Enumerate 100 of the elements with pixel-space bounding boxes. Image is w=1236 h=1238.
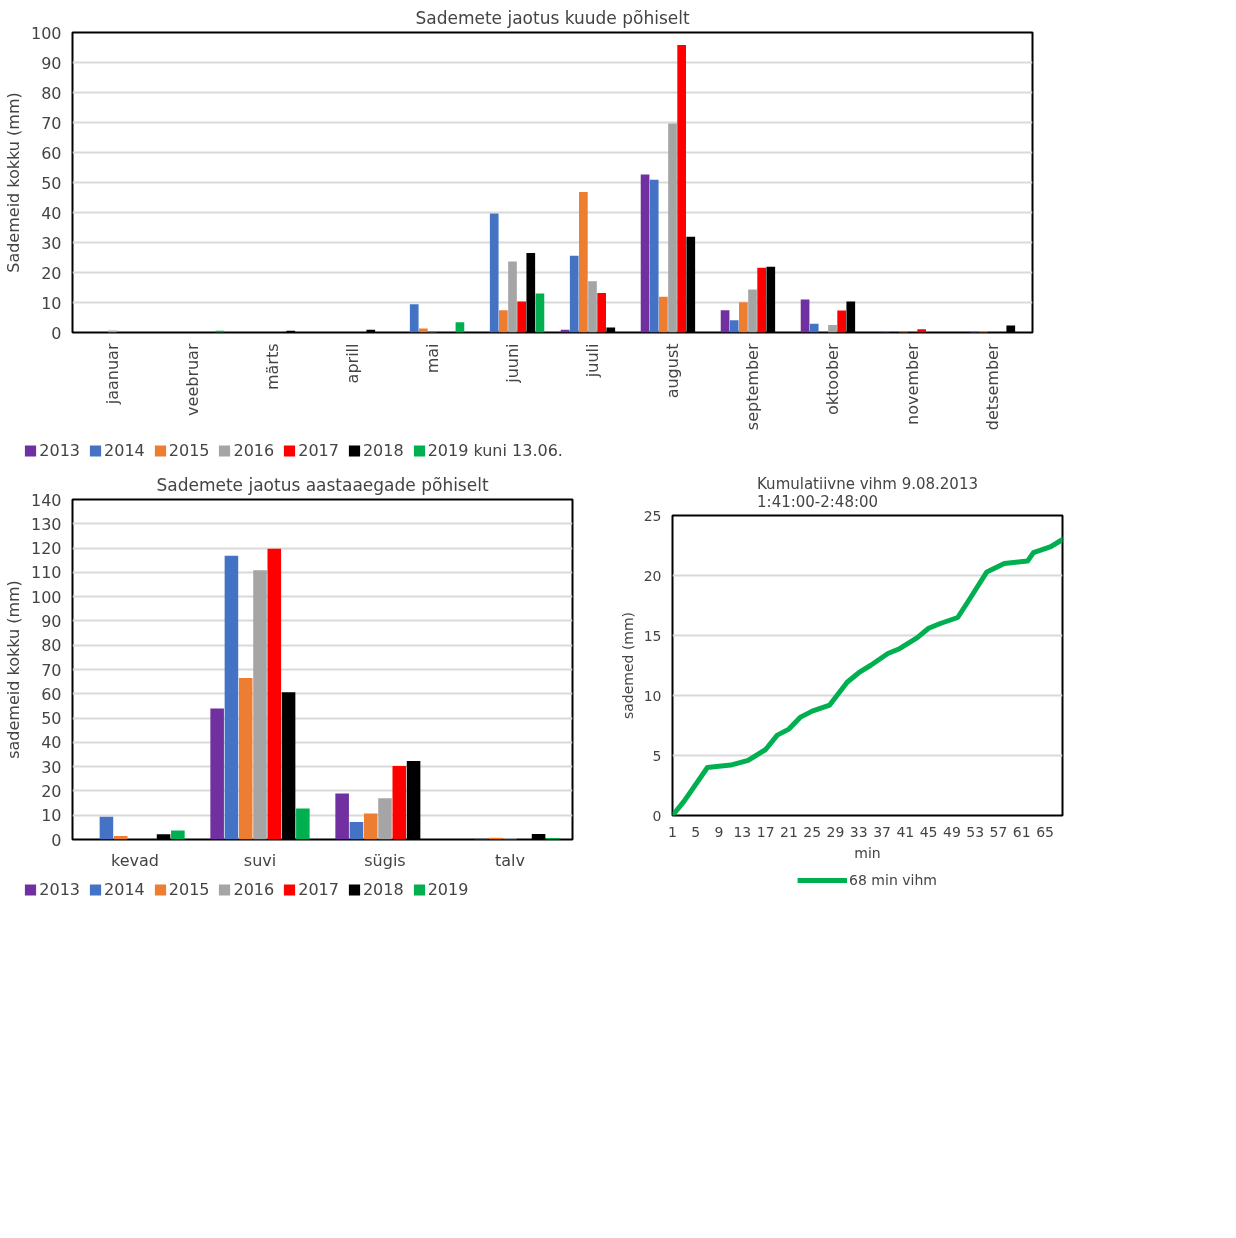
x-tick-label: sügis bbox=[364, 850, 406, 870]
x-tick-label: november bbox=[903, 343, 922, 425]
bar bbox=[113, 836, 128, 840]
y-tick-label: 110 bbox=[30, 563, 62, 583]
x-axis-title: min bbox=[854, 844, 881, 861]
legend-label: 2019 bbox=[427, 879, 469, 899]
legend-label: 2017 bbox=[298, 440, 339, 460]
y-tick-label: 100 bbox=[30, 23, 62, 43]
y-tick-label: 25 bbox=[643, 507, 662, 524]
bar bbox=[210, 708, 224, 840]
bar bbox=[409, 304, 419, 333]
x-tick-label: 45 bbox=[919, 823, 938, 840]
y-tick-label: 100 bbox=[30, 587, 62, 607]
y-tick-label: 80 bbox=[41, 636, 62, 656]
bar bbox=[677, 45, 686, 333]
bar bbox=[349, 822, 364, 840]
x-tick-label: juuli bbox=[583, 343, 602, 379]
y-tick-label: 10 bbox=[41, 806, 62, 826]
x-tick-label: september bbox=[743, 343, 762, 431]
bar bbox=[238, 678, 253, 840]
x-tick-label: suvi bbox=[243, 850, 277, 870]
bar bbox=[171, 830, 185, 840]
bar bbox=[649, 179, 659, 333]
x-tick-label: august bbox=[663, 343, 682, 399]
x-tick-label: kevad bbox=[111, 850, 159, 870]
bar bbox=[668, 123, 677, 333]
y-tick-label: 90 bbox=[41, 53, 62, 73]
x-tick-label: 29 bbox=[826, 823, 845, 840]
x-tick-label: detsember bbox=[983, 343, 1002, 431]
bar bbox=[809, 323, 819, 333]
x-tick-label: 57 bbox=[989, 823, 1008, 840]
bar bbox=[837, 310, 846, 333]
y-tick-label: 70 bbox=[41, 660, 62, 680]
legend-label: 2014 bbox=[104, 440, 145, 460]
y-tick-label: 70 bbox=[41, 113, 62, 133]
legend-label: 2015 bbox=[168, 440, 210, 460]
x-tick-label: 1 bbox=[668, 823, 677, 840]
x-tick-label: 53 bbox=[966, 823, 985, 840]
x-tick-label: 49 bbox=[943, 823, 961, 840]
y-tick-label: 60 bbox=[41, 143, 62, 163]
legend-label: 2013 bbox=[39, 879, 81, 899]
bar bbox=[499, 310, 508, 333]
y-tick-label: 90 bbox=[41, 611, 62, 631]
x-tick-label: 5 bbox=[691, 823, 701, 840]
bar bbox=[569, 255, 579, 333]
legend-label: 68 min vihm bbox=[849, 872, 937, 888]
bar bbox=[267, 548, 282, 840]
bar bbox=[253, 570, 267, 840]
y-tick-label: 40 bbox=[41, 733, 62, 753]
x-tick-label: 37 bbox=[873, 823, 891, 840]
x-tick-label: aprill bbox=[343, 343, 362, 384]
legend-label: 2014 bbox=[104, 879, 145, 899]
bar bbox=[224, 555, 239, 840]
bar bbox=[659, 296, 668, 333]
y-tick-label: 30 bbox=[41, 233, 62, 253]
x-tick-label: 9 bbox=[714, 823, 724, 840]
bar bbox=[579, 192, 588, 333]
bar bbox=[640, 174, 650, 333]
y-tick-label: 50 bbox=[41, 173, 62, 193]
y-tick-label: 10 bbox=[643, 687, 662, 704]
y-tick-label: 140 bbox=[30, 490, 62, 510]
legend-label: 2018 bbox=[362, 440, 404, 460]
chart-title: Sademete jaotus kuude põhiselt bbox=[415, 7, 690, 28]
bar bbox=[588, 281, 597, 333]
y-tick-label: 0 bbox=[51, 323, 62, 343]
legend-label: 2016 bbox=[233, 879, 275, 899]
y-tick-label: 20 bbox=[41, 781, 62, 801]
x-tick-label: 65 bbox=[1036, 823, 1054, 840]
y-tick-label: 130 bbox=[30, 514, 62, 534]
bar bbox=[335, 793, 349, 840]
bar bbox=[739, 302, 748, 333]
legend-label: 2015 bbox=[168, 879, 210, 899]
legend-label: 2019 kuni 13.06. bbox=[427, 440, 563, 460]
x-tick-label: juuni bbox=[503, 343, 522, 384]
legend-label: 2016 bbox=[233, 440, 275, 460]
chart-title: Sademete jaotus aastaaegade põhiselt bbox=[156, 474, 489, 495]
legend-label: 2018 bbox=[362, 879, 404, 899]
bar bbox=[489, 213, 499, 333]
bar bbox=[597, 292, 606, 333]
bar bbox=[363, 813, 378, 840]
bar bbox=[392, 765, 407, 840]
y-tick-label: 120 bbox=[30, 539, 62, 559]
bar bbox=[729, 320, 739, 333]
y-tick-label: 5 bbox=[652, 747, 662, 764]
x-tick-label: märts bbox=[263, 343, 282, 391]
bar bbox=[720, 310, 730, 333]
x-tick-label: 61 bbox=[1012, 823, 1031, 840]
x-tick-label: talv bbox=[495, 850, 525, 870]
bar bbox=[296, 808, 310, 840]
x-tick-label: jaanuar bbox=[103, 343, 122, 406]
y-tick-label: 40 bbox=[41, 203, 62, 223]
y-tick-label: 50 bbox=[41, 709, 62, 729]
bar bbox=[508, 261, 517, 333]
x-tick-label: 13 bbox=[733, 823, 752, 840]
y-tick-label: 20 bbox=[643, 567, 662, 584]
bar bbox=[99, 816, 114, 840]
y-tick-label: 15 bbox=[643, 627, 662, 644]
x-tick-label: veebruar bbox=[183, 343, 202, 416]
x-tick-label: 25 bbox=[803, 823, 822, 840]
y-tick-label: 10 bbox=[41, 293, 62, 313]
